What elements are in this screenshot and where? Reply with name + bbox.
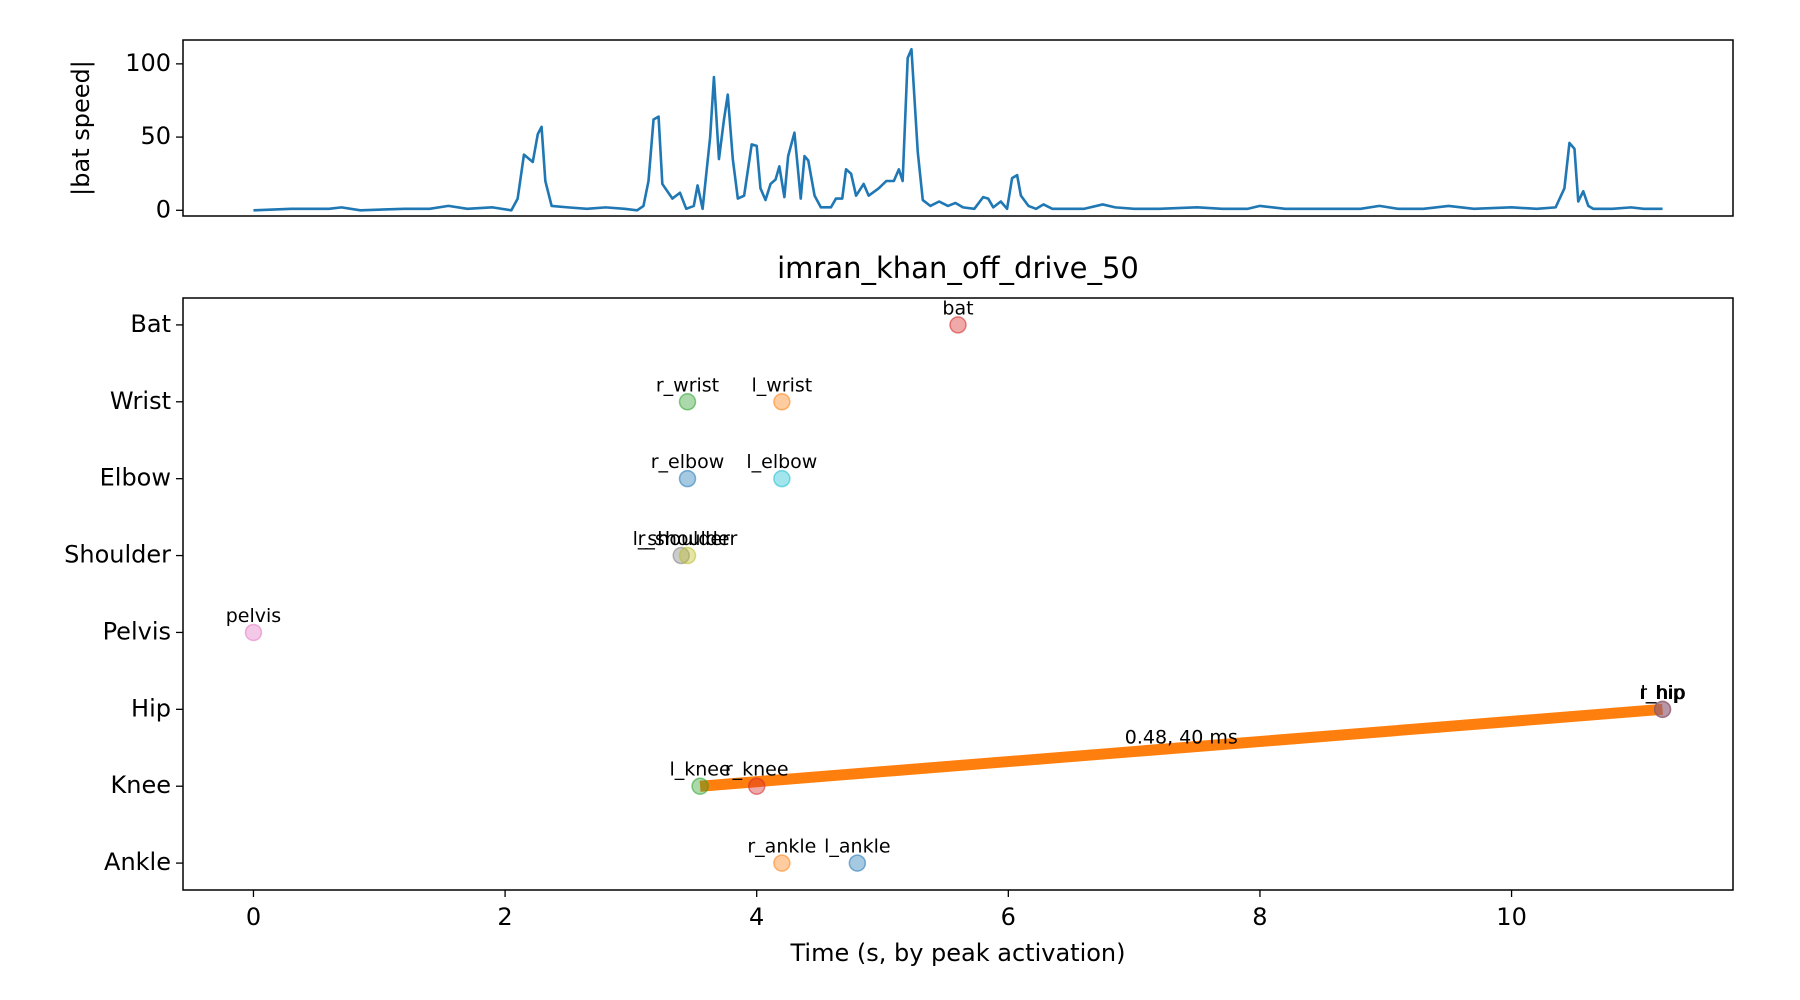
connector-line xyxy=(699,703,1663,792)
data-line xyxy=(253,47,1663,212)
point xyxy=(678,393,697,411)
y-axis-label: |bat speed| xyxy=(67,60,95,196)
connector-label: 0.48, 40 ms xyxy=(1125,726,1238,748)
point-label: r_knee xyxy=(725,759,789,781)
point-label: r_hip xyxy=(1639,682,1686,704)
plot-frame xyxy=(182,39,1734,217)
point-label: r_ankle xyxy=(747,836,816,858)
point-label: l_elbow xyxy=(746,451,817,473)
point-label: l_hip xyxy=(1640,682,1684,704)
x-tick-label: 10 xyxy=(1496,903,1527,931)
x-tick-label: 6 xyxy=(1001,903,1016,931)
point-label: l_shoulder xyxy=(633,528,730,550)
point-label: bat xyxy=(942,297,973,319)
point-label: r_elbow xyxy=(651,451,725,473)
y-tick-label: Knee xyxy=(111,771,171,799)
y-tick-label: Wrist xyxy=(110,387,171,415)
point xyxy=(672,546,690,565)
point xyxy=(691,777,709,795)
y-tick-label: Bat xyxy=(130,310,171,338)
y-tick-label: Pelvis xyxy=(103,617,171,645)
x-tick-label: 2 xyxy=(497,903,512,931)
y-tick-label: Elbow xyxy=(100,464,171,492)
point-label: l_ankle xyxy=(824,836,890,858)
point-label: pelvis xyxy=(226,605,281,627)
y-tick-label: 50 xyxy=(140,122,171,150)
point xyxy=(773,854,791,872)
y-tick-label: Ankle xyxy=(104,848,171,876)
point xyxy=(949,316,967,334)
point xyxy=(678,546,697,565)
x-tick-label: 0 xyxy=(246,903,261,931)
point-label: l_wrist xyxy=(751,374,812,396)
plot-frame xyxy=(182,297,1734,891)
point xyxy=(747,777,766,795)
point xyxy=(773,469,791,488)
y-tick-label: Shoulder xyxy=(64,541,171,569)
point xyxy=(678,469,697,488)
x-axis-label: Time (s, by peak activation) xyxy=(789,939,1125,967)
point-label: l_knee xyxy=(669,759,730,781)
y-tick-label: 0 xyxy=(156,195,171,223)
chart-title: imran_khan_off_drive_50 xyxy=(777,251,1139,285)
point xyxy=(244,623,263,642)
y-tick-label: 100 xyxy=(125,49,171,77)
x-tick-label: 4 xyxy=(749,903,764,931)
point xyxy=(848,854,867,872)
y-tick-label: Hip xyxy=(131,694,171,722)
point-label: r_shoulder xyxy=(638,528,738,550)
point xyxy=(1653,700,1672,719)
x-tick-label: 8 xyxy=(1252,903,1267,931)
point xyxy=(773,393,791,411)
point-label: r_wrist xyxy=(656,374,719,396)
